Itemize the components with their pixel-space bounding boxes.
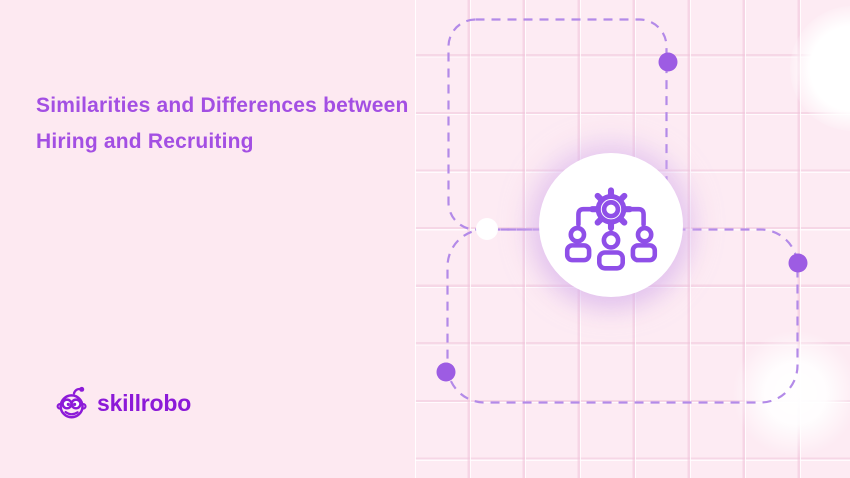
page-title-line-1: Similarities and Differences between [36,94,409,117]
accent-dot-top [658,52,678,72]
page-title: Similarities and Differences between Hir… [36,88,436,160]
team-management-gear-icon [564,187,658,271]
dashed-rect-bottom [446,228,799,404]
accent-dot-right [788,253,808,273]
logo-text: skillrobo [97,389,192,416]
skillrobo-logo: skillrobo [54,384,191,422]
center-icon-badge [539,153,683,297]
page-title-line-2: Hiring and Recruiting [36,130,254,153]
accent-dot-left [436,362,456,382]
robot-head-icon [56,386,87,419]
white-node-dot [476,218,498,240]
